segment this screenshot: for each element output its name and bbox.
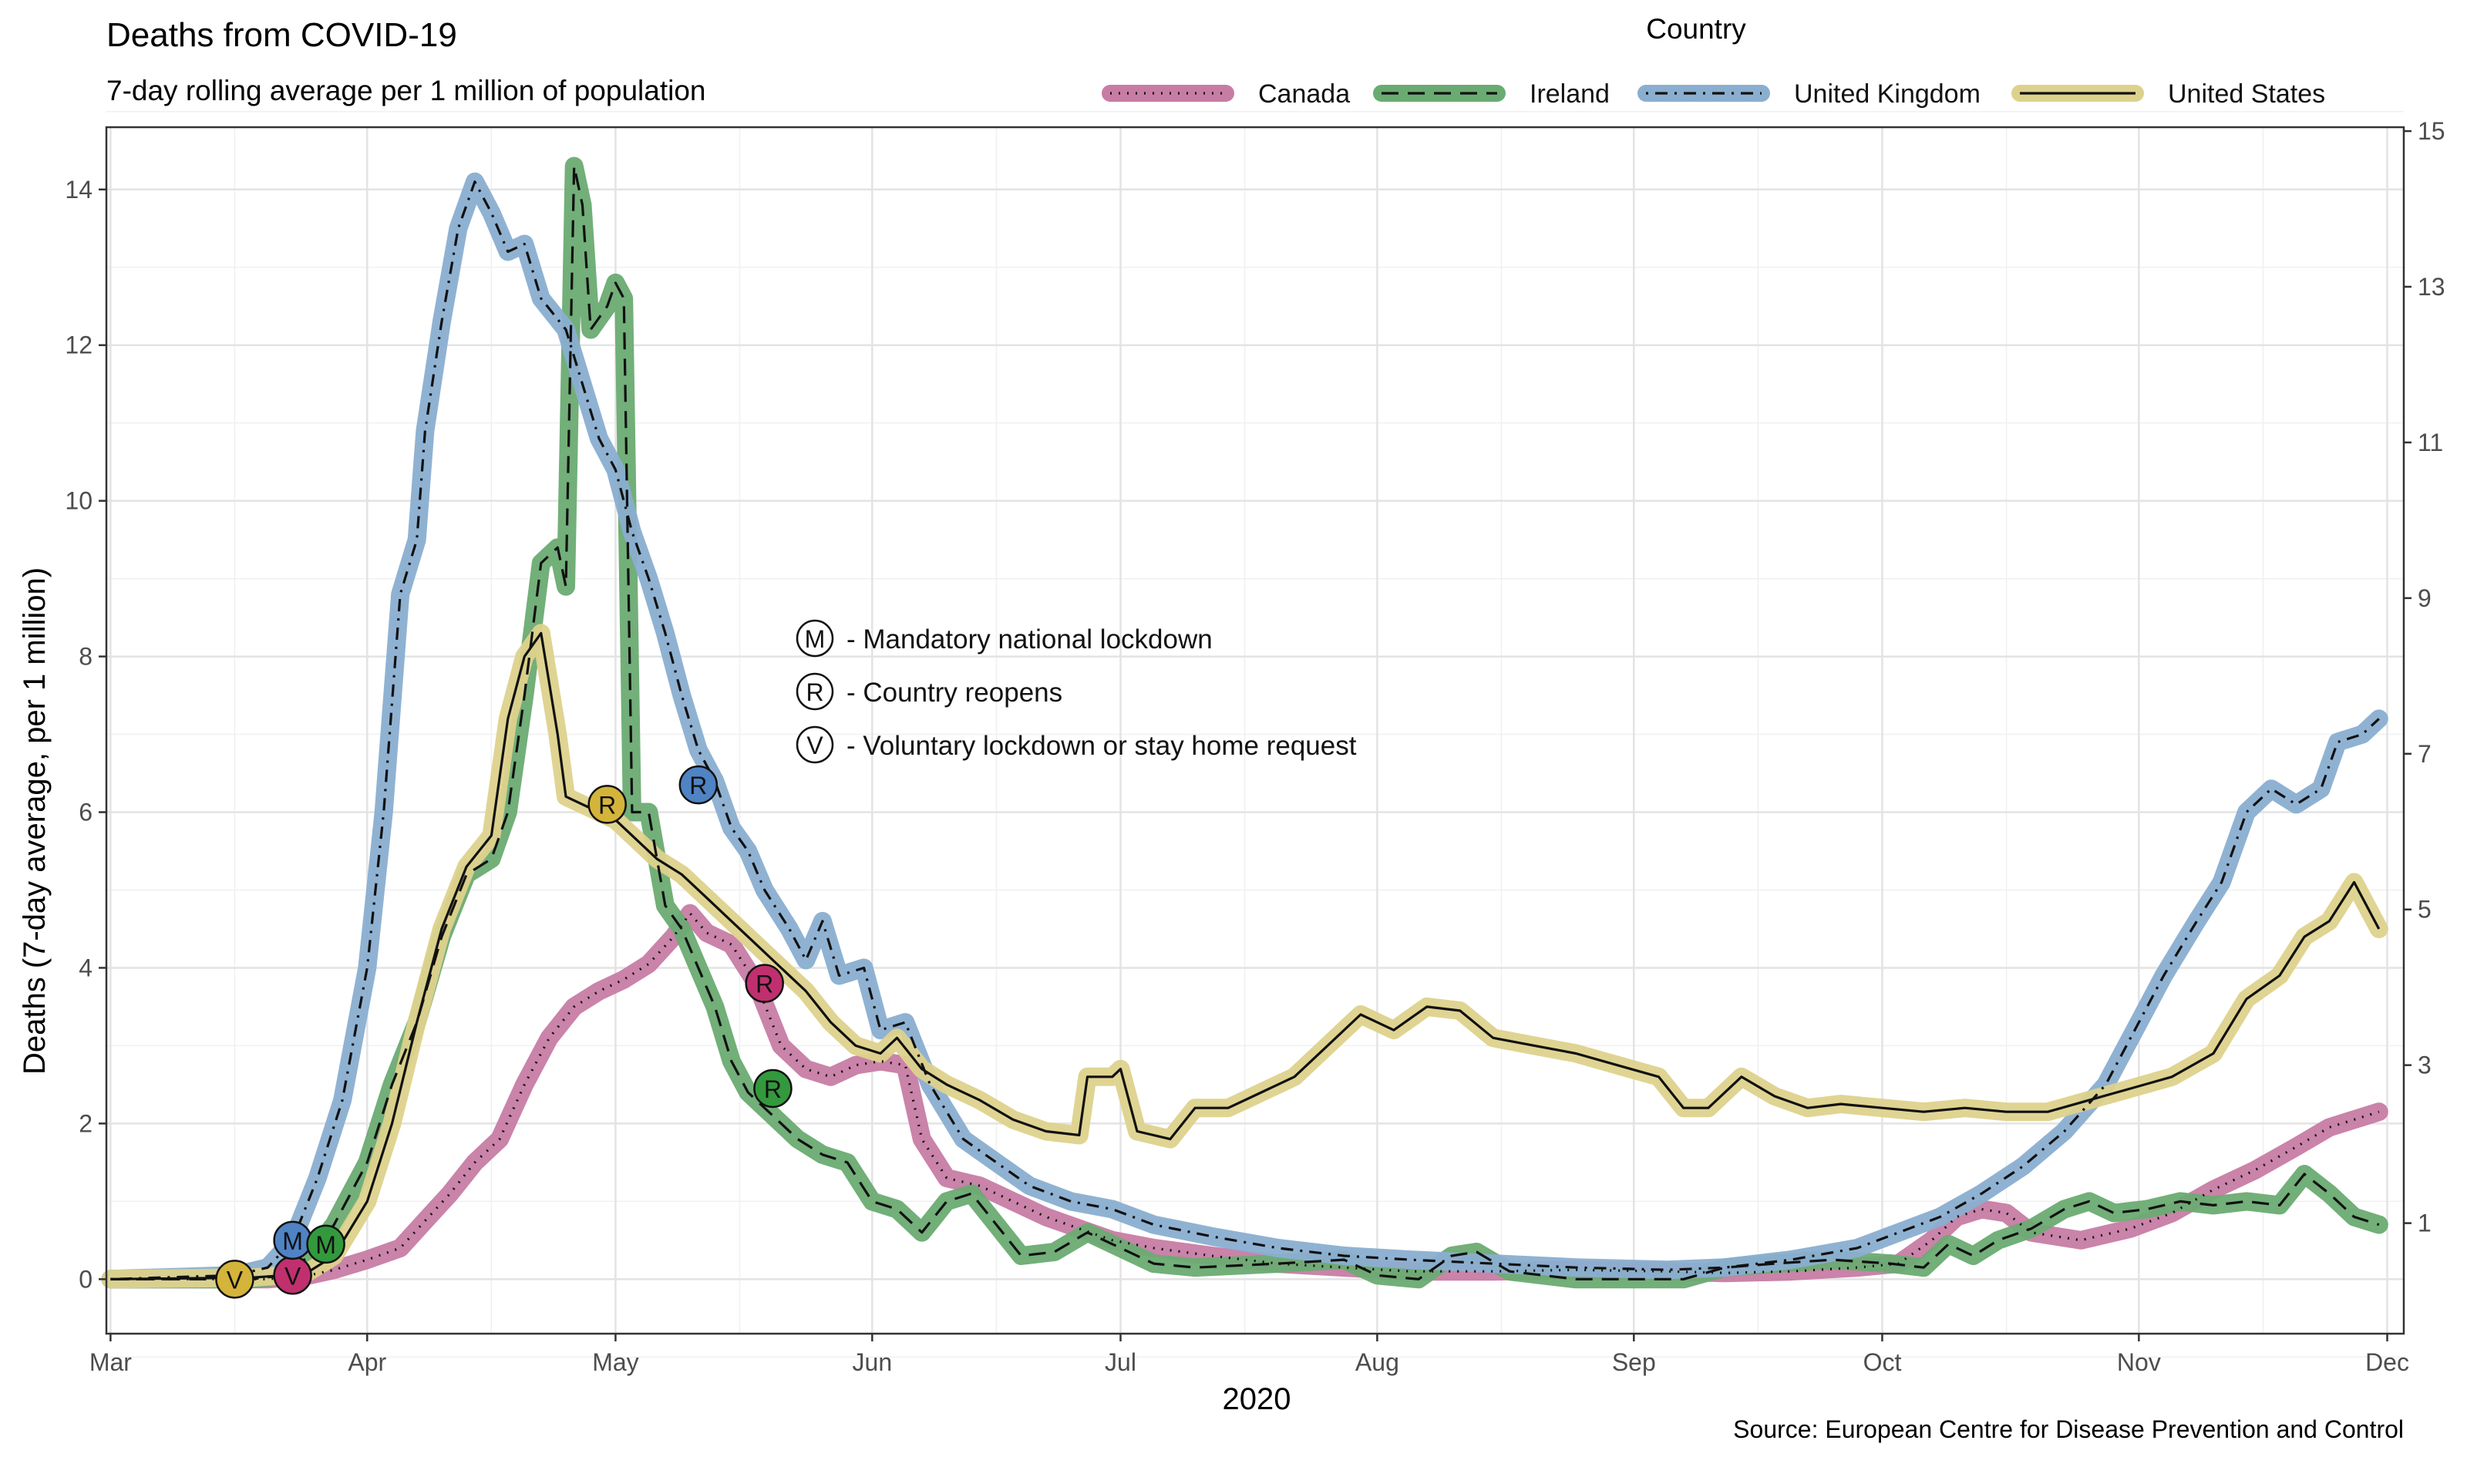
marker-circle xyxy=(587,785,627,824)
legend-label: United Kingdom xyxy=(1794,79,1981,109)
y-tick-label-left: 0 xyxy=(79,1265,93,1293)
series-line-united-kingdom xyxy=(110,180,2380,1280)
annotation-circle xyxy=(796,619,834,658)
y-tick-label-right: 13 xyxy=(2418,273,2445,301)
marker-letter: M xyxy=(315,1231,336,1259)
legend-label: Canada xyxy=(1258,79,1350,109)
marker-circle xyxy=(745,964,784,1003)
chart-subtitle: 7-day rolling average per 1 million of p… xyxy=(106,75,705,106)
annotation-key-v: V - Voluntary lockdown or stay home reque… xyxy=(796,725,1357,764)
x-tick-label: Oct xyxy=(1863,1348,1902,1376)
series-line-united-states xyxy=(110,631,2381,1280)
x-tick-label: Apr xyxy=(348,1348,386,1376)
x-tick-label: May xyxy=(592,1348,638,1376)
event-marker-r-canada: R xyxy=(745,964,784,1003)
y-tick-label-left: 4 xyxy=(79,954,93,981)
y-tick-label-left: 8 xyxy=(79,643,93,671)
marker-circle xyxy=(215,1260,254,1299)
annotation-letter: V xyxy=(806,732,823,759)
legend-title: Country xyxy=(1646,13,1746,45)
annotation-text: - Voluntary lockdown or stay home reques… xyxy=(846,731,1357,761)
y-tick-label-right: 15 xyxy=(2418,117,2445,145)
y-tick-label-right: 5 xyxy=(2418,896,2432,924)
y-tick-label-left: 10 xyxy=(65,487,93,515)
y-tick-label-right: 1 xyxy=(2418,1210,2432,1237)
event-marker-r-ireland: R xyxy=(753,1068,793,1109)
x-tick-label: Jul xyxy=(1105,1348,1136,1376)
legend-item-united-states: United States xyxy=(2011,79,2325,109)
marker-circle xyxy=(678,765,719,805)
legend-item-ireland: Ireland xyxy=(1373,79,1610,109)
x-tick-label: Mar xyxy=(89,1348,132,1376)
y-tick-label-right: 7 xyxy=(2418,740,2432,768)
marker-letter: V xyxy=(284,1262,301,1290)
marker-letter: R xyxy=(689,772,707,799)
y-axis-label: Deaths (7-day average, per 1 million) xyxy=(18,567,52,1075)
y-tick-label-left: 6 xyxy=(79,799,93,826)
y-tick-label-right: 11 xyxy=(2418,429,2443,456)
event-marker-m-ireland: M xyxy=(306,1224,345,1264)
series-halo-canada xyxy=(101,904,2388,1289)
x-tick-label: Dec xyxy=(2365,1348,2409,1376)
series-line-ireland xyxy=(110,164,2380,1280)
annotation-circle xyxy=(796,672,834,711)
annotation-text: - Mandatory national lockdown xyxy=(846,624,1213,655)
annotation-letter: R xyxy=(806,678,823,706)
y-tick-label-right: 3 xyxy=(2418,1052,2432,1079)
y-tick-label-left: 14 xyxy=(65,176,93,204)
marker-letter: R xyxy=(756,971,773,998)
legend-label: Ireland xyxy=(1530,79,1610,109)
event-marker-r-united-kingdom: R xyxy=(678,765,719,805)
event-marker-v-canada: V xyxy=(273,1256,312,1295)
x-tick-label: Aug xyxy=(1355,1348,1399,1376)
annotation-text: - Country reopens xyxy=(846,678,1062,708)
marker-letter: R xyxy=(764,1075,782,1103)
x-axis-label: 2020 xyxy=(1223,1382,1291,1416)
y-tick-label-right: 9 xyxy=(2418,584,2432,612)
marker-letter: R xyxy=(598,791,616,819)
marker-circle xyxy=(753,1068,793,1109)
x-tick-label: Jun xyxy=(853,1348,893,1376)
annotation-circle xyxy=(796,725,834,764)
legend-item-united-kingdom: United Kingdom xyxy=(1637,79,1981,109)
y-tick-label-left: 2 xyxy=(79,1109,93,1137)
annotation-key-r: R - Country reopens xyxy=(796,672,1062,711)
marker-circle xyxy=(306,1224,345,1264)
marker-letter: V xyxy=(227,1266,244,1294)
plot-border xyxy=(105,126,2405,1335)
marker-letter: M xyxy=(282,1227,303,1255)
source-note: Source: European Centre for Disease Prev… xyxy=(1733,1415,2404,1443)
legend-label: United States xyxy=(2168,79,2325,109)
x-tick-label: Sep xyxy=(1612,1348,1656,1376)
x-tick-label: Nov xyxy=(2117,1348,2161,1376)
y-tick-label-left: 12 xyxy=(65,331,93,359)
legend-item-canada: Canada xyxy=(1102,79,1350,109)
legend: Canada Ireland United Kingdom United States xyxy=(1102,79,2325,109)
event-marker-m-united-kingdom: M xyxy=(273,1220,312,1260)
chart-title: Deaths from COVID-19 xyxy=(106,16,457,54)
event-marker-r-united-states: R xyxy=(587,785,627,824)
annotation-letter: M xyxy=(805,625,826,653)
annotation-key-m: M - Mandatory national lockdown xyxy=(796,619,1213,658)
event-marker-v-united-states: V xyxy=(215,1260,254,1299)
